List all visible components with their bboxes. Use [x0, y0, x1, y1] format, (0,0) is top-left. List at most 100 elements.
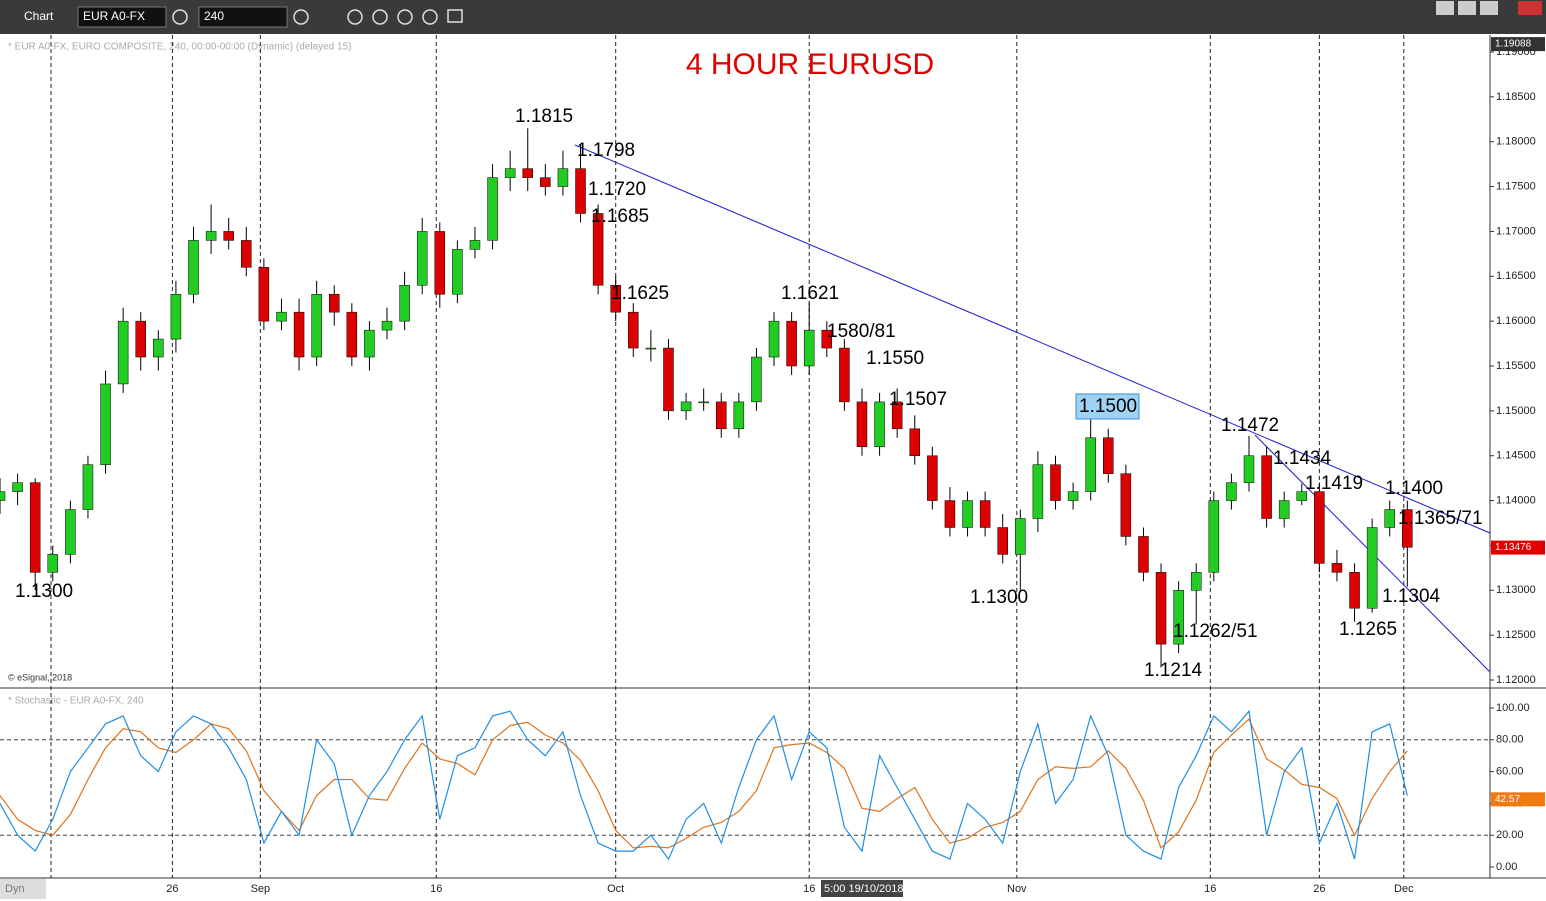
price-annotation: 1.1300	[15, 581, 73, 602]
icon[interactable]	[347, 9, 363, 25]
y-tick-label: 0.00	[1496, 861, 1517, 873]
y-tick-label: 1.12000	[1496, 674, 1536, 686]
candle-body	[768, 320, 780, 358]
interval-box[interactable]	[198, 6, 288, 28]
candle-body	[241, 240, 252, 268]
toolbar-title: Chart	[24, 9, 54, 23]
symbol[interactable]: EUR A0-FX	[83, 9, 145, 23]
candle-body	[469, 240, 481, 250]
candle-body	[0, 491, 6, 501]
price-annotation: 1.1472	[1221, 415, 1279, 436]
candle-body	[135, 320, 146, 358]
candle-body	[1190, 572, 1202, 591]
minimize-button[interactable]	[1458, 1, 1476, 15]
candle-body	[381, 320, 393, 331]
candle-body	[1015, 518, 1026, 555]
cursor-time-box	[821, 880, 903, 897]
help-button[interactable]	[1436, 1, 1454, 15]
candle-body	[434, 231, 446, 295]
top-price: 1.19088	[1495, 39, 1532, 50]
y-tick-label: 1.13000	[1496, 584, 1536, 596]
candle-body	[258, 267, 270, 322]
close-button[interactable]	[1518, 1, 1542, 15]
candle-body	[364, 329, 375, 358]
symbol-box[interactable]	[77, 6, 167, 28]
candle-body	[540, 177, 551, 187]
price-legend: * EUR A0-FX, EURO COMPOSITE, 240, 00:00-…	[8, 42, 351, 53]
y-tick-label: 1.16000	[1496, 315, 1536, 327]
candle-body	[927, 455, 938, 501]
chart-title: 4 HOUR EURUSD	[686, 48, 934, 81]
window-buttons	[1436, 1, 1542, 15]
x-tick-label: Oct	[607, 883, 624, 895]
candle-body	[452, 249, 463, 295]
price-annotation: 1.1265	[1339, 619, 1397, 640]
candle-body	[276, 311, 287, 322]
candle-body	[944, 500, 956, 528]
icon[interactable]	[422, 9, 438, 25]
price-annotation: 1.1720	[588, 179, 646, 200]
candle-body	[29, 482, 41, 573]
last-price: 1.13476	[1495, 542, 1532, 553]
y-tick-label: 1.18000	[1496, 136, 1536, 148]
price-annotation: 1.1262/51	[1173, 621, 1258, 642]
x-tick-label: 16	[430, 883, 442, 895]
interval[interactable]: 240	[204, 9, 224, 23]
candle-body	[891, 401, 903, 430]
candle-body	[205, 231, 217, 241]
candle-body	[962, 500, 973, 528]
candle-body	[100, 383, 111, 465]
candle-body	[346, 311, 358, 358]
candle-body	[856, 401, 868, 447]
price-annotation: 1.1300	[970, 587, 1028, 608]
toolbar-icons	[172, 9, 463, 25]
y-tick-label: 100.00	[1496, 702, 1530, 714]
restore-button[interactable]	[1480, 1, 1498, 15]
icon[interactable]	[372, 9, 388, 25]
icon[interactable]	[447, 9, 463, 23]
y-tick-label: 60.00	[1496, 766, 1524, 778]
y-tick-label: 1.17500	[1496, 180, 1536, 192]
candle-body	[1067, 491, 1079, 501]
price-annotation: 1.1625	[611, 283, 669, 304]
stoch-line	[0, 709, 1408, 861]
candle-body	[47, 554, 59, 573]
candle-body	[909, 428, 921, 456]
last-price-box	[1491, 540, 1545, 555]
x-tick-label: Dec	[1394, 883, 1414, 895]
price-annotation: 1.1304	[1382, 586, 1441, 607]
price-annotation: 1.1621	[781, 283, 839, 304]
candle-body	[1120, 473, 1132, 537]
candle-body	[223, 231, 234, 241]
y-tick-label: 1.15500	[1496, 360, 1536, 372]
candle-body	[1331, 563, 1343, 573]
candle-body	[1278, 500, 1290, 519]
mode: Dyn	[5, 883, 25, 895]
candle-body	[311, 293, 322, 358]
price-annotation: 1.1500	[1079, 396, 1137, 417]
candle-body	[1155, 572, 1167, 645]
price-annotation: 1.1365/71	[1398, 508, 1483, 529]
candle-body	[592, 213, 604, 286]
candle-body	[874, 401, 885, 447]
candle-body	[733, 401, 745, 430]
candle-body	[399, 285, 410, 322]
price-annotation: 1.1798	[577, 140, 635, 161]
candle-body	[663, 347, 674, 412]
candle-body	[786, 320, 797, 367]
candle-body	[1366, 527, 1378, 609]
time-icon[interactable]	[293, 9, 309, 25]
stoch-legend: * Stochastic - EUR A0-FX, 240	[8, 696, 144, 707]
price-annotation: 1.1550	[866, 348, 924, 369]
candle-body	[680, 401, 692, 412]
price-annotation: 1.1419	[1305, 473, 1363, 494]
candle-body	[645, 347, 657, 350]
x-tick-label: 26	[166, 883, 178, 895]
mode-box	[0, 879, 46, 899]
candle-body	[504, 168, 516, 178]
settings-icon[interactable]	[172, 9, 188, 25]
icon[interactable]	[397, 9, 413, 25]
candle-body	[698, 401, 709, 404]
price-annotation: 1.1214	[1144, 660, 1203, 681]
candle-body	[328, 293, 340, 313]
